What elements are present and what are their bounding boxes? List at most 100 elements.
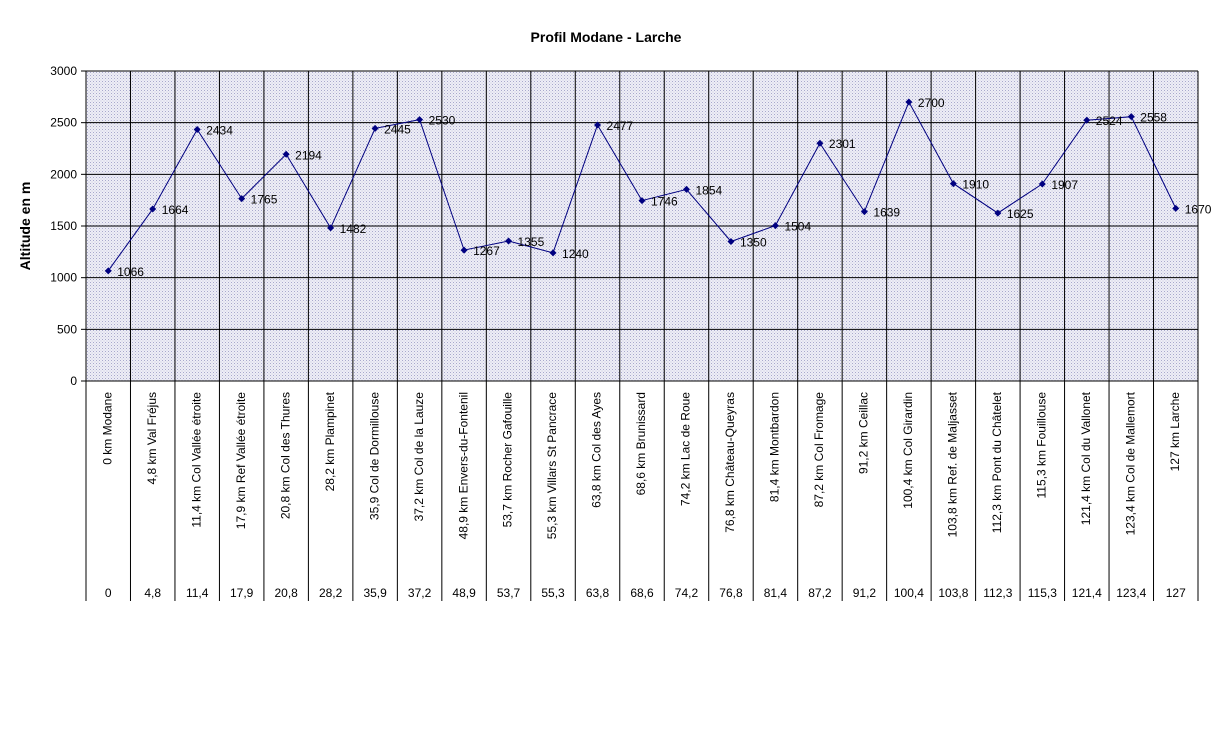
distance-label: 127	[1166, 586, 1186, 600]
category-label: 63,8 km Col des Ayes	[590, 392, 604, 508]
data-point-marker	[638, 197, 646, 205]
distance-label: 112,3	[983, 586, 1012, 600]
category-label: 91,2 km Ceillac	[857, 392, 871, 474]
category-label: 11,4 km Col Vallée étroite	[189, 392, 203, 528]
distance-label: 0	[105, 586, 112, 600]
data-label: 1482	[340, 222, 367, 236]
category-label: 37,2 km Col de la Lauze	[412, 392, 426, 522]
data-point-marker	[327, 224, 335, 232]
category-label: 53,7 km Rocher Gafouille	[501, 392, 515, 528]
category-label: 28,2 km Plampinet	[323, 391, 337, 491]
data-label: 2434	[206, 123, 233, 137]
y-tick-label: 2500	[50, 116, 77, 130]
category-label: 100,4 km Col Girardin	[901, 392, 915, 509]
x-axis: 0 km Modane 4,8 km Val Fréjus 11,4 km Col …	[85, 380, 1199, 601]
distance-label: 28,2	[319, 586, 343, 600]
distance-label: 81,4	[764, 586, 788, 600]
data-point-marker	[1127, 113, 1135, 121]
category-label: 68,6 km Brunissard	[634, 392, 648, 495]
category-label: 0 km Modane	[100, 392, 114, 465]
category-label: 123,4 km Col de Mallemort	[1123, 391, 1137, 535]
data-label: 2301	[829, 137, 856, 151]
distance-label: 68,6	[630, 586, 654, 600]
data-label: 2524	[1096, 114, 1123, 128]
chart-title: Profil Modane - Larche	[531, 29, 682, 45]
data-point-marker	[771, 222, 779, 230]
data-points	[104, 98, 1180, 275]
data-point-marker	[416, 116, 424, 124]
category-label: 87,2 km Col Fromage	[812, 392, 826, 508]
data-point-marker	[594, 121, 602, 129]
category-label: 48,9 km Envers-du-Fontenil	[456, 392, 470, 539]
data-point-marker	[860, 208, 868, 216]
data-point-marker	[282, 150, 290, 158]
distance-label: 103,8	[938, 586, 968, 600]
data-label: 1240	[562, 247, 589, 261]
data-label: 1854	[695, 183, 722, 197]
distance-label: 4,8	[144, 586, 161, 600]
data-point-marker	[549, 249, 557, 257]
data-label: 2477	[607, 119, 634, 133]
y-tick-label: 1000	[50, 271, 77, 285]
distance-label: 35,9	[363, 586, 387, 600]
data-label: 1670	[1185, 202, 1212, 216]
y-axis-label: Altitude en m	[17, 182, 33, 271]
data-point-marker	[460, 246, 468, 254]
category-label: 20,8 km Col des Thures	[278, 392, 292, 519]
data-label: 2700	[918, 96, 945, 110]
data-label: 1625	[1007, 207, 1034, 221]
category-label: 74,2 km Lac de Roue	[679, 392, 693, 506]
data-label: 1746	[651, 195, 678, 209]
data-label: 2558	[1140, 111, 1167, 125]
distance-label: 11,4	[186, 586, 209, 600]
data-label: 1267	[473, 244, 500, 258]
category-label: 121,4 km Col du Vallonet	[1079, 391, 1093, 525]
data-point-marker	[149, 205, 157, 213]
distance-label: 74,2	[675, 586, 699, 600]
data-label: 1910	[962, 178, 989, 192]
data-label: 2530	[429, 114, 456, 128]
data-label: 1504	[784, 220, 811, 234]
category-label: 17,9 km Ref Vallée étroite	[234, 392, 248, 530]
data-point-marker	[949, 180, 957, 188]
data-point-marker	[727, 238, 735, 245]
data-label: 1355	[518, 235, 545, 249]
data-point-marker	[371, 124, 379, 132]
data-label: 1907	[1051, 178, 1078, 192]
distance-label: 123,4	[1116, 586, 1146, 600]
data-point-marker	[1038, 180, 1046, 188]
data-point-marker	[816, 139, 824, 147]
data-point-marker	[193, 125, 201, 133]
distance-label: 37,2	[408, 586, 432, 600]
distance-label: 48,9	[452, 586, 476, 600]
data-label: 1664	[162, 203, 189, 217]
y-tick-label: 2000	[50, 167, 77, 181]
data-label: 2194	[295, 148, 322, 162]
grid-lines	[85, 70, 1199, 381]
distance-label: 91,2	[853, 586, 877, 600]
data-point-marker	[1172, 204, 1180, 212]
data-point-marker	[905, 98, 913, 106]
data-point-marker	[1083, 116, 1091, 124]
category-label: 76,8 km Château-Queyras	[723, 392, 737, 533]
data-label: 1350	[740, 236, 767, 250]
data-label: 2445	[384, 122, 411, 136]
category-label: 55,3 km Villars St Pancrace	[545, 392, 559, 540]
data-point-marker	[238, 195, 246, 203]
data-point-marker	[505, 237, 513, 245]
distance-label: 87,2	[808, 586, 832, 600]
data-label: 1066	[117, 265, 144, 279]
distance-label: 17,9	[230, 586, 254, 600]
category-label: 81,4 km Montbardon	[768, 392, 782, 502]
distance-label: 115,3	[1028, 586, 1057, 600]
distance-label: 63,8	[586, 586, 610, 600]
data-point-marker	[994, 209, 1002, 217]
data-point-marker	[682, 185, 690, 193]
category-label: 112,3 km Pont du Châtelet	[990, 391, 1004, 533]
distance-label: 20,8	[274, 586, 298, 600]
distance-label: 76,8	[719, 586, 743, 600]
y-tick-label: 3000	[50, 64, 77, 78]
data-point-marker	[104, 267, 112, 275]
category-label: 4,8 km Val Fréjus	[145, 392, 159, 484]
